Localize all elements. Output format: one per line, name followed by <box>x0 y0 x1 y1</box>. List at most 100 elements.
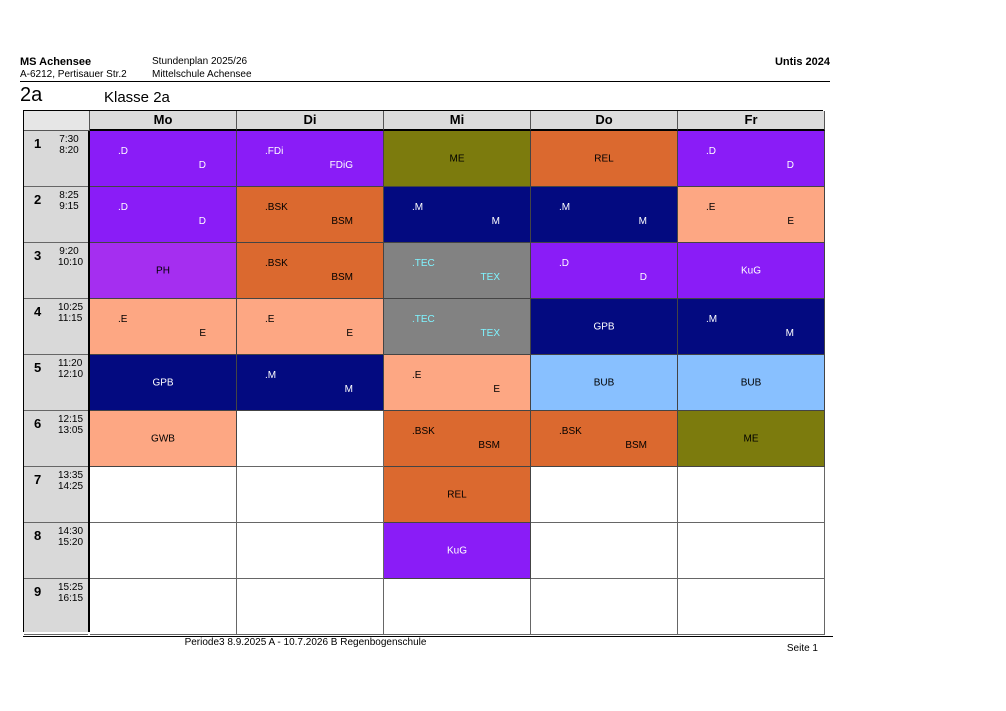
lesson-group: M <box>344 384 353 395</box>
timetable-cell <box>678 579 825 635</box>
timetable-cell <box>237 579 384 635</box>
period-column: 1 7:30 8:20 2 8:25 9:15 3 9:20 10:10 4 10:25 11:15 5… <box>24 131 90 635</box>
lesson-block[interactable]: KuG <box>384 523 531 579</box>
period-number: 4 <box>34 304 42 319</box>
period-row-5: 5 11:20 12:10 <box>24 355 88 411</box>
period-start: 13:35 <box>58 470 84 481</box>
lesson-group: BSM <box>331 216 353 227</box>
lesson-block[interactable]: .BSK BSM <box>237 187 384 243</box>
lesson-block[interactable]: ME <box>384 131 531 187</box>
lesson-group: E <box>199 328 206 339</box>
lesson-block[interactable]: .BSK BSM <box>384 411 531 467</box>
software-label: Untis 2024 <box>774 56 830 68</box>
period-end: 15:20 <box>58 537 84 548</box>
lesson-subject: .D <box>706 146 716 157</box>
timetable-cell <box>678 467 825 523</box>
page-number: Seite 1 <box>786 643 818 654</box>
lesson-subject: .BSK <box>265 258 288 269</box>
lesson-block[interactable]: .BSK BSM <box>531 411 678 467</box>
period-row-2: 2 8:25 9:15 <box>24 187 88 243</box>
period-time: 14:30 15:20 <box>58 526 84 548</box>
timetable-cell <box>531 467 678 523</box>
lesson-block[interactable]: KuG <box>678 243 825 299</box>
period-number: 3 <box>34 248 42 263</box>
timetable-cell <box>384 579 531 635</box>
lesson-block[interactable]: .D D <box>90 131 237 187</box>
timetable-cell <box>531 523 678 579</box>
lesson-subject: REL <box>594 153 614 164</box>
lesson-group: BSM <box>478 440 500 451</box>
lesson-subject: .M <box>412 202 424 213</box>
lesson-block[interactable]: GWB <box>90 411 237 467</box>
period-time: 12:15 13:05 <box>58 414 84 436</box>
school-full-name: Mittelschule Achensee <box>152 69 252 80</box>
lesson-group: M <box>638 216 647 227</box>
lesson-subject: .TEC <box>412 258 435 269</box>
period-start: 12:15 <box>58 414 84 425</box>
lesson-subject: BUB <box>593 377 615 388</box>
lesson-subject: .D <box>118 202 128 213</box>
period-number: 7 <box>34 472 42 487</box>
period-time: 13:35 14:25 <box>58 470 84 492</box>
lesson-group: BSM <box>625 440 647 451</box>
lesson-subject: GPB <box>152 377 174 388</box>
lesson-block[interactable]: REL <box>531 131 678 187</box>
timetable-cell <box>531 579 678 635</box>
lesson-group: D <box>198 216 206 227</box>
lesson-block[interactable]: .TEC TEX <box>384 243 531 299</box>
period-start: 14:30 <box>58 526 84 537</box>
lesson-block[interactable]: .D D <box>90 187 237 243</box>
period-time: 10:25 11:15 <box>58 302 83 324</box>
lesson-block[interactable]: .M M <box>237 355 384 411</box>
timetable-cell <box>237 467 384 523</box>
lesson-group: TEX <box>480 272 500 283</box>
lesson-subject: .E <box>706 202 716 213</box>
period-time: 8:25 9:15 <box>58 190 80 212</box>
lesson-subject: GWB <box>151 433 175 444</box>
period-row-4: 4 10:25 11:15 <box>24 299 88 355</box>
period-row-6: 6 12:15 13:05 <box>24 411 88 467</box>
lesson-block[interactable]: .FDi FDiG <box>237 131 384 187</box>
lesson-block[interactable]: GPB <box>531 299 678 355</box>
day-header-do: Do <box>531 111 678 131</box>
lesson-block[interactable]: .E E <box>384 355 531 411</box>
lesson-group: M <box>785 328 794 339</box>
period-time: 15:25 16:15 <box>58 582 83 604</box>
lesson-block[interactable]: GPB <box>90 355 237 411</box>
lesson-block[interactable]: .BSK BSM <box>237 243 384 299</box>
lesson-block[interactable]: .D D <box>678 131 825 187</box>
lesson-group: BSM <box>331 272 353 283</box>
lesson-block[interactable]: ME <box>678 411 825 467</box>
grid-corner <box>24 111 90 131</box>
lesson-block[interactable]: .E E <box>237 299 384 355</box>
period-end: 8:20 <box>59 145 79 156</box>
period-time: 7:30 8:20 <box>58 134 80 156</box>
lesson-block[interactable]: .TEC TEX <box>384 299 531 355</box>
period-number: 2 <box>34 192 42 207</box>
lesson-block[interactable]: PH <box>90 243 237 299</box>
lesson-subject: .TEC <box>412 314 435 325</box>
lesson-block[interactable]: .E E <box>90 299 237 355</box>
timetable-cell <box>90 467 237 523</box>
lesson-block[interactable]: REL <box>384 467 531 523</box>
lesson-group: M <box>491 216 500 227</box>
lesson-subject: KuG <box>446 545 467 556</box>
lesson-group: D <box>639 272 647 283</box>
lesson-block[interactable]: BUB <box>531 355 678 411</box>
lesson-block[interactable]: .E E <box>678 187 825 243</box>
lesson-block[interactable]: .M M <box>384 187 531 243</box>
period-end: 12:10 <box>58 369 84 380</box>
lesson-subject: REL <box>447 489 467 500</box>
timetable-cell <box>237 523 384 579</box>
lesson-block[interactable]: BUB <box>678 355 825 411</box>
period-time: 11:20 12:10 <box>58 358 84 380</box>
lesson-block[interactable]: .D D <box>531 243 678 299</box>
lesson-block[interactable]: .M M <box>531 187 678 243</box>
period-start: 8:25 <box>59 190 79 201</box>
period-row-1: 1 7:30 8:20 <box>24 131 88 187</box>
lesson-group: E <box>346 328 353 339</box>
period-row-3: 3 9:20 10:10 <box>24 243 88 299</box>
plan-title: Stundenplan 2025/26 <box>152 56 248 67</box>
lesson-block[interactable]: .M M <box>678 299 825 355</box>
period-number: 8 <box>34 528 42 543</box>
